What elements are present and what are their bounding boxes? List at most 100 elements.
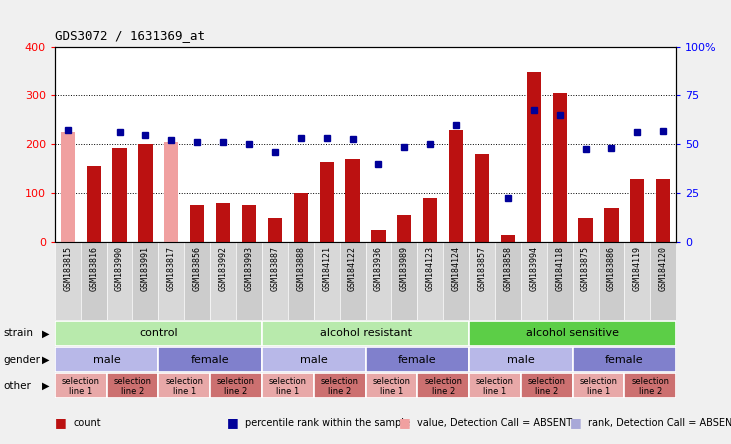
Bar	[366, 373, 417, 398]
Text: GSM183993: GSM183993	[244, 246, 254, 291]
Bar	[113, 148, 126, 242]
Text: GSM183936: GSM183936	[374, 246, 383, 291]
Bar	[572, 373, 624, 398]
Text: line 1: line 1	[587, 387, 610, 396]
Bar	[55, 321, 262, 346]
Text: count: count	[73, 418, 101, 428]
Bar	[184, 242, 211, 320]
Bar	[526, 72, 541, 242]
Text: selection: selection	[372, 377, 410, 386]
Bar	[80, 242, 107, 320]
Bar	[164, 142, 178, 242]
Text: GSM183990: GSM183990	[115, 246, 124, 291]
Bar	[371, 230, 385, 242]
Text: line 1: line 1	[380, 387, 403, 396]
Text: ■: ■	[570, 416, 582, 429]
Text: line 1: line 1	[483, 387, 507, 396]
Text: GDS3072 / 1631369_at: GDS3072 / 1631369_at	[55, 29, 205, 42]
Bar	[417, 242, 443, 320]
Text: alcohol sensitive: alcohol sensitive	[526, 329, 619, 338]
Bar	[268, 218, 282, 242]
Text: GSM184122: GSM184122	[348, 246, 357, 291]
Bar	[630, 179, 645, 242]
Bar	[469, 347, 572, 372]
Text: selection: selection	[61, 377, 99, 386]
Text: line 2: line 2	[431, 387, 455, 396]
Bar	[599, 242, 624, 320]
Bar	[314, 373, 366, 398]
Text: line 1: line 1	[276, 387, 300, 396]
Text: female: female	[605, 355, 644, 365]
Bar	[475, 154, 489, 242]
Bar	[495, 242, 520, 320]
Text: selection: selection	[424, 377, 462, 386]
Bar	[262, 242, 288, 320]
Bar	[656, 179, 670, 242]
Text: selection: selection	[269, 377, 307, 386]
Text: GSM184118: GSM184118	[555, 246, 564, 291]
Text: GSM183886: GSM183886	[607, 246, 616, 291]
Bar	[262, 321, 469, 346]
Bar	[55, 242, 80, 320]
Bar	[107, 242, 132, 320]
Bar	[138, 144, 153, 242]
Bar	[159, 373, 211, 398]
Text: GSM183991: GSM183991	[141, 246, 150, 291]
Text: selection: selection	[632, 377, 670, 386]
Text: male: male	[300, 355, 327, 365]
Bar	[469, 373, 520, 398]
Text: line 2: line 2	[639, 387, 662, 396]
Text: line 2: line 2	[328, 387, 351, 396]
Text: GSM183815: GSM183815	[64, 246, 72, 291]
Bar	[443, 242, 469, 320]
Text: GSM184123: GSM184123	[425, 246, 435, 291]
Text: line 1: line 1	[173, 387, 196, 396]
Bar	[449, 130, 463, 242]
Bar	[262, 373, 314, 398]
Text: ▶: ▶	[42, 355, 50, 365]
Text: selection: selection	[165, 377, 203, 386]
Bar	[578, 218, 593, 242]
Text: ▶: ▶	[42, 329, 50, 338]
Text: GSM184121: GSM184121	[322, 246, 331, 291]
Text: selection: selection	[113, 377, 151, 386]
Text: selection: selection	[321, 377, 359, 386]
Bar	[501, 234, 515, 242]
Bar	[572, 242, 599, 320]
Bar	[314, 242, 340, 320]
Bar	[624, 242, 651, 320]
Bar	[624, 373, 676, 398]
Bar	[107, 373, 159, 398]
Bar	[262, 347, 366, 372]
Bar	[423, 198, 437, 242]
Text: ■: ■	[398, 416, 410, 429]
Bar	[469, 321, 676, 346]
Text: strain: strain	[4, 329, 34, 338]
Bar	[236, 242, 262, 320]
Text: GSM183887: GSM183887	[270, 246, 279, 291]
Text: GSM183992: GSM183992	[219, 246, 227, 291]
Bar	[190, 205, 205, 242]
Bar	[216, 203, 230, 242]
Text: line 2: line 2	[224, 387, 248, 396]
Bar	[86, 166, 101, 242]
Bar	[55, 373, 107, 398]
Text: GSM183816: GSM183816	[89, 246, 98, 291]
Text: rank, Detection Call = ABSENT: rank, Detection Call = ABSENT	[588, 418, 731, 428]
Bar	[521, 373, 572, 398]
Text: line 2: line 2	[535, 387, 558, 396]
Text: line 2: line 2	[121, 387, 144, 396]
Bar	[288, 242, 314, 320]
Bar	[521, 242, 547, 320]
Text: control: control	[139, 329, 178, 338]
Text: GSM183858: GSM183858	[504, 246, 512, 291]
Text: alcohol resistant: alcohol resistant	[319, 329, 412, 338]
Text: ▶: ▶	[42, 381, 50, 391]
Text: GSM183817: GSM183817	[167, 246, 176, 291]
Text: selection: selection	[528, 377, 566, 386]
Bar	[211, 242, 236, 320]
Bar	[397, 215, 412, 242]
Bar	[132, 242, 159, 320]
Text: selection: selection	[580, 377, 618, 386]
Bar	[553, 93, 567, 242]
